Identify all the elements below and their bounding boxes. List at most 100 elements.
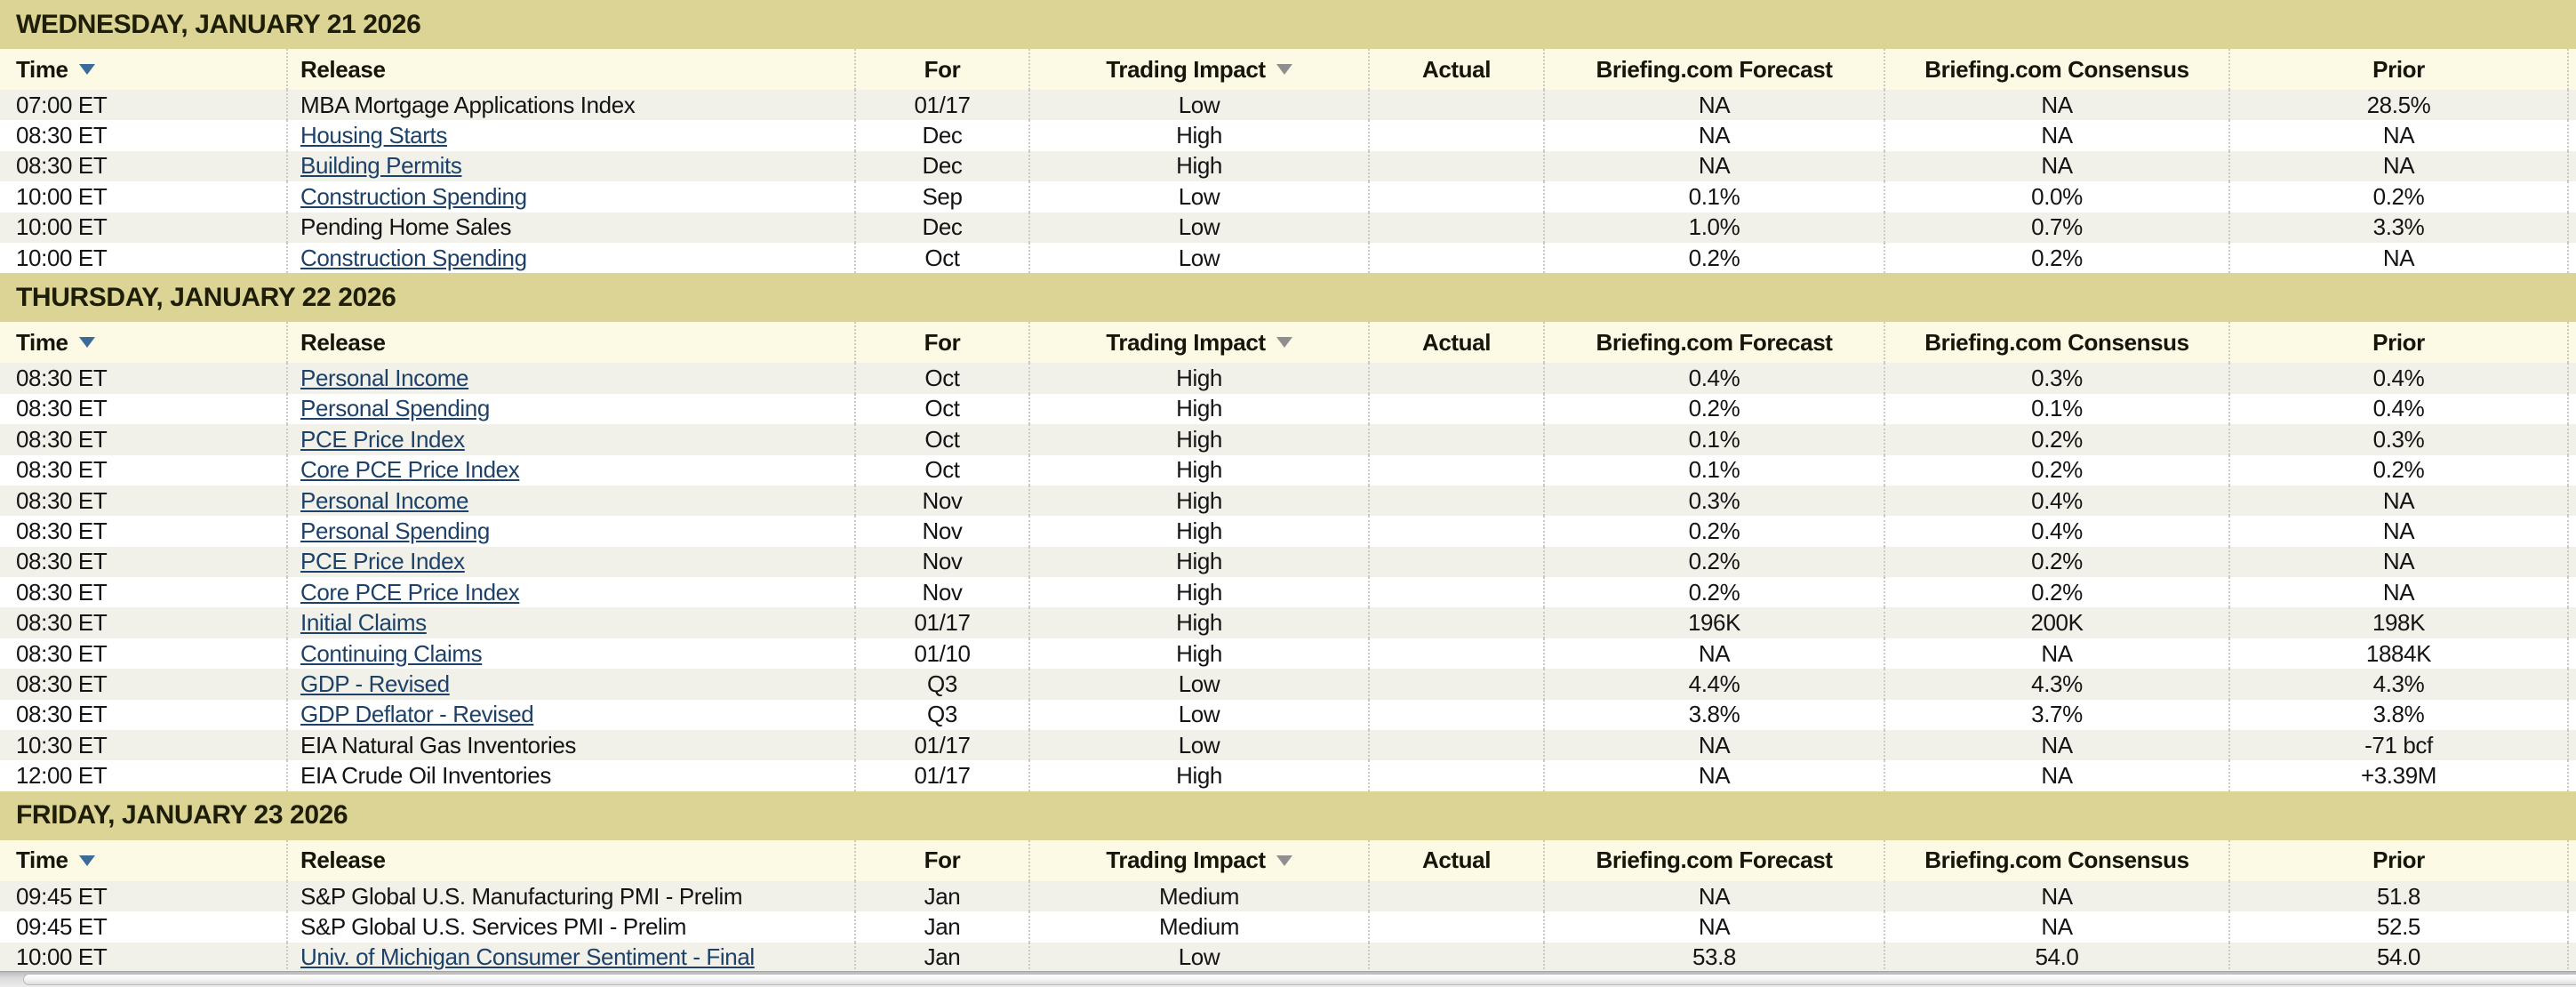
release-link[interactable]: PCE Price Index [300,548,465,575]
for-value: Sep [922,182,963,210]
impact-value: Low [1178,731,1220,758]
for-cell: Oct [854,363,1028,394]
table-edge-filler [2567,942,2576,973]
for-value: Oct [924,456,960,484]
actual-cell [1368,699,1543,731]
actual-cell [1368,942,1543,973]
impact-cell: High [1028,638,1368,670]
calendar-row: 08:30 ET PCE Price Index Oct High 0.1% 0.2% 0.… [0,424,2576,455]
column-header-trading-impact[interactable]: Trading Impact [1028,49,1368,90]
consensus-cell: NA [1884,120,2228,151]
column-header-row: Time Release For Trading Impact Actual Briefi… [0,322,2576,364]
release-link[interactable]: Continuing Claims [300,639,483,667]
forecast-cell: 0.2% [1543,516,1884,547]
release-link[interactable]: Personal Income [300,365,469,392]
consensus-value: NA [2041,882,2073,910]
actual-cell [1368,638,1543,670]
impact-cell: High [1028,454,1368,485]
impact-cell: High [1028,424,1368,455]
column-header-time[interactable]: Time [0,322,286,363]
forecast-value: NA [1698,91,1731,118]
release-link[interactable]: Construction Spending [300,244,527,271]
calendar-row: 08:30 ET Personal Income Oct High 0.4% 0.3% 0.… [0,363,2576,394]
horizontal-scrollbar[interactable] [0,971,2576,987]
time-cell: 10:00 ET [0,243,286,273]
actual-cell [1368,242,1543,274]
release-link[interactable]: Initial Claims [300,609,427,637]
column-header-trading-impact[interactable]: Trading Impact [1028,322,1368,364]
actual-cell [1368,393,1543,425]
prior-cell: 54.0 [2228,942,2567,973]
column-header-actual-label: Actual [1421,847,1492,874]
impact-cell: High [1028,577,1368,608]
prior-cell: 28.5% [2228,90,2567,121]
release-cell: GDP - Revised [286,669,854,700]
consensus-cell: 0.2% [1884,454,2228,485]
impact-value: High [1176,578,1222,606]
release-text: S&P Global U.S. Services PMI - Prelim [300,912,687,940]
for-value: Q3 [927,701,957,728]
release-link[interactable]: Core PCE Price Index [300,456,520,484]
column-header-release: Release [286,322,854,364]
release-link[interactable]: Building Permits [300,152,462,180]
prior-cell: 3.3% [2228,212,2567,243]
time-cell: 08:30 ET [0,424,286,454]
release-link[interactable]: PCE Price Index [300,425,465,453]
for-value: Nov [922,486,963,514]
time-value: 08:30 ET [16,122,108,149]
time-value: 12:00 ET [16,762,108,790]
forecast-cell: NA [1543,90,1884,121]
column-header-for-label: For [924,328,961,356]
time-value: 10:00 ET [16,943,108,971]
release-link[interactable]: Housing Starts [300,122,447,149]
consensus-value: 0.2% [2031,244,2083,271]
prior-value: NA [2382,517,2415,544]
for-cell: 01/17 [854,730,1028,761]
prior-value: 0.4% [2372,365,2425,392]
impact-cell: High [1028,760,1368,791]
release-link[interactable]: Personal Spending [300,395,490,422]
consensus-cell: NA [1884,150,2228,182]
calendar-row: 08:30 ET Housing Starts Dec High NA NA NA [0,120,2576,151]
forecast-value: 1.0% [1688,213,1740,241]
actual-cell [1368,363,1543,394]
actual-cell [1368,212,1543,243]
column-header-release-label: Release [300,55,386,83]
release-link[interactable]: GDP - Revised [300,670,450,697]
release-text: EIA Crude Oil Inventories [300,762,551,790]
horizontal-scrollbar-thumb[interactable] [23,974,2576,985]
prior-cell: +3.39M [2228,760,2567,791]
time-value: 08:30 ET [16,548,108,575]
time-cell: 10:00 ET [0,213,286,243]
prior-value: 0.4% [2372,395,2425,422]
column-header-time[interactable]: Time [0,49,286,90]
consensus-value: NA [2041,122,2073,149]
consensus-value: 3.7% [2031,701,2083,728]
release-cell: Initial Claims [286,607,854,638]
time-value: 08:30 ET [16,152,108,180]
column-header-time[interactable]: Time [0,840,286,881]
release-link[interactable]: Construction Spending [300,182,527,210]
time-cell: 10:00 ET [0,943,286,973]
time-cell: 10:00 ET [0,181,286,212]
impact-value: High [1176,122,1222,149]
impact-cell: Medium [1028,911,1368,943]
release-link[interactable]: Core PCE Price Index [300,578,520,606]
time-value: 08:30 ET [16,578,108,606]
release-link[interactable]: Univ. of Michigan Consumer Sentiment - F… [300,943,755,971]
prior-cell: 1884K [2228,638,2567,670]
release-link[interactable]: Personal Spending [300,517,490,544]
consensus-value: NA [2041,731,2073,758]
release-cell: EIA Crude Oil Inventories [286,760,854,791]
release-link[interactable]: GDP Deflator - Revised [300,701,534,728]
consensus-value: 0.4% [2031,517,2083,544]
for-cell: Oct [854,393,1028,425]
column-header-trading-impact[interactable]: Trading Impact [1028,839,1368,881]
for-cell: 01/17 [854,607,1028,638]
release-link[interactable]: Personal Income [300,486,469,514]
impact-value: High [1176,365,1222,392]
calendar-row: 08:30 ET Core PCE Price Index Oct High 0.1% 0… [0,454,2576,485]
column-header-briefing-com-consensus: Briefing.com Consensus [1884,49,2228,90]
impact-value: Low [1178,213,1220,241]
calendar-row: 10:30 ET EIA Natural Gas Inventories 01/17… [0,730,2576,761]
